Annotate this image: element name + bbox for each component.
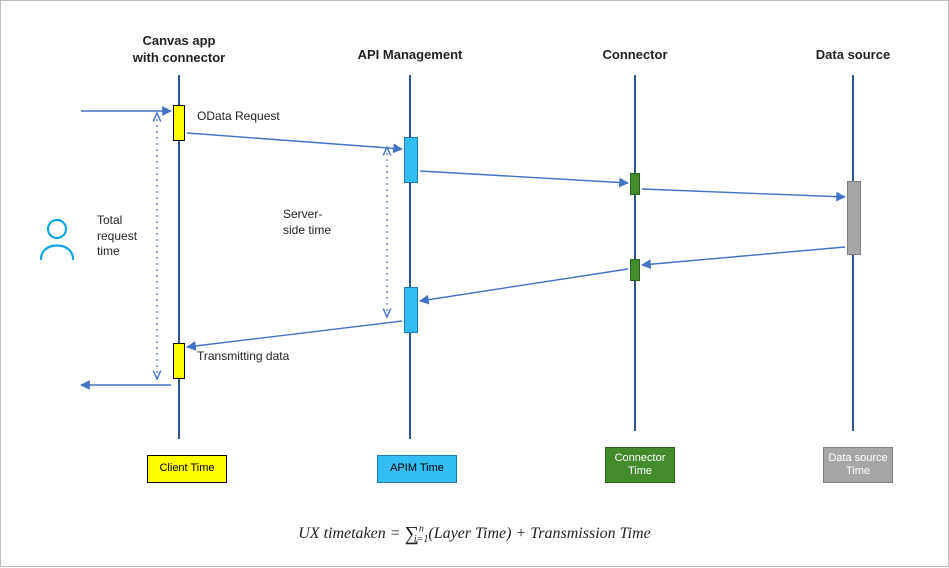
formula: UX timetaken = ∑ni=1(Layer Time) + Trans… [1, 521, 948, 545]
data-to-connector [642, 247, 845, 265]
connector-to-data [642, 189, 845, 197]
apim-to-client [187, 321, 402, 347]
connector-to-apim [420, 269, 628, 301]
apim-to-connector [420, 171, 628, 183]
arrows-layer [1, 1, 949, 568]
formula-lhs: UX timetaken [298, 525, 386, 542]
client-to-apim [187, 133, 402, 149]
diagram-frame: Canvas app with connector API Management… [0, 0, 949, 567]
user-icon [41, 220, 73, 259]
